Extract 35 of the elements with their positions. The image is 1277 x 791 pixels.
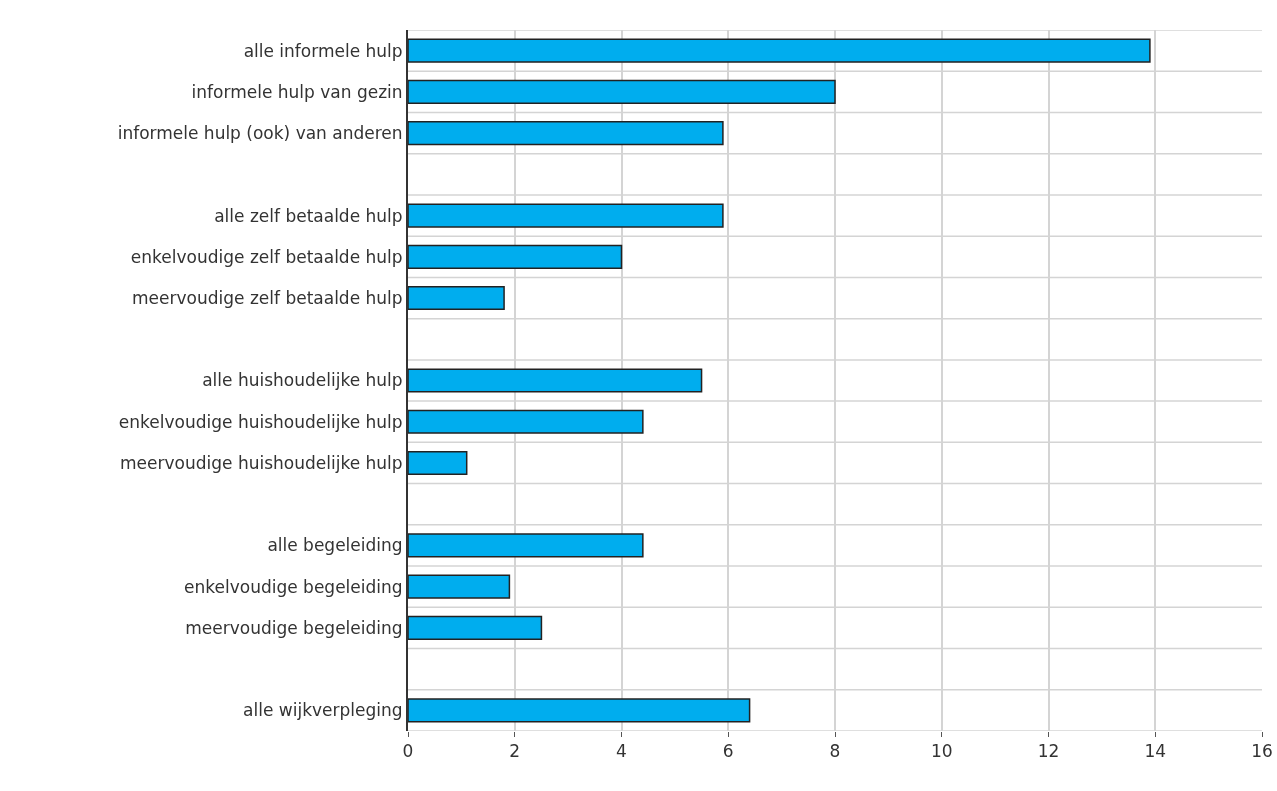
bar: [408, 368, 703, 393]
x-tick-label: 2: [509, 741, 521, 762]
y-tick-label: enkelvoudige begeleiding: [184, 576, 403, 597]
y-tick-label: alle wijkverpleging: [243, 700, 403, 721]
y-tick-label: alle informele hulp: [243, 40, 403, 61]
y-tick-label: informele hulp (ook) van anderen: [117, 123, 403, 144]
bar: [408, 615, 543, 640]
y-tick-label: meervoudige begeleiding: [185, 617, 403, 638]
x-tick-label: 10: [930, 741, 953, 762]
bar: [408, 574, 511, 599]
y-tick-label: alle zelf betaalde hulp: [214, 205, 403, 226]
bar: [408, 409, 644, 434]
y-tick-label: enkelvoudige huishoudelijke hulp: [118, 411, 403, 432]
x-tick-label: 14: [1144, 741, 1167, 762]
bar: [408, 533, 644, 558]
y-tick-label: alle begeleiding: [267, 535, 403, 556]
bar: [408, 698, 751, 723]
bar: [408, 38, 1151, 63]
x-tick-label: 12: [1037, 741, 1060, 762]
x-tick-label: 16: [1251, 741, 1273, 762]
bar: [408, 121, 724, 146]
y-tick-label: meervoudige zelf betaalde hulp: [132, 287, 403, 308]
x-tick-label: 4: [616, 741, 627, 762]
y-tick-label: informele hulp van gezin: [191, 81, 403, 102]
bar: [408, 244, 623, 269]
bar: [408, 450, 468, 476]
y-tick-label: meervoudige huishoudelijke hulp: [120, 452, 403, 473]
bar: [408, 203, 724, 228]
x-tick-label: 0: [402, 741, 414, 762]
bar: [408, 79, 836, 104]
y-tick-label: alle huishoudelijke hulp: [202, 370, 403, 391]
bar: [408, 285, 505, 311]
y-tick-label: enkelvoudige zelf betaalde hulp: [130, 246, 403, 267]
x-tick-label: 6: [722, 741, 734, 762]
x-tick-label: 8: [829, 741, 841, 762]
